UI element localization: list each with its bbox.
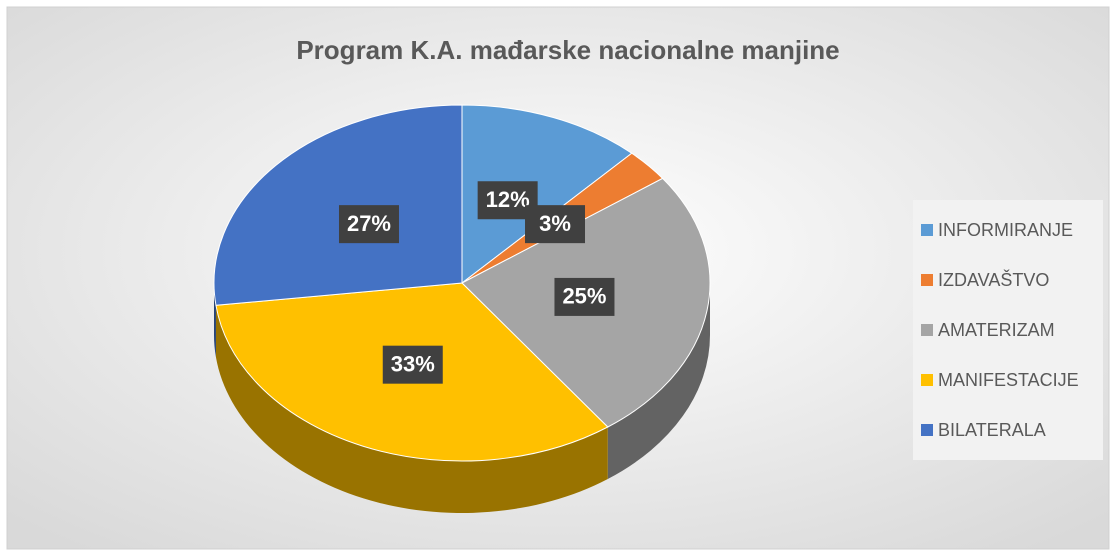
data-label-box: [382, 345, 443, 384]
slice: [461, 104, 633, 285]
legend-label: INFORMIRANJE: [938, 220, 1073, 240]
slice-side: [215, 305, 608, 513]
legend-label: MANIFESTACIJE: [938, 370, 1079, 390]
legend-swatch: [921, 224, 933, 236]
data-label: 25%: [562, 284, 606, 309]
data-label: 12%: [486, 187, 530, 212]
legend-label: AMATERIZAM: [938, 320, 1055, 340]
data-label: 3%: [539, 211, 571, 236]
slice: [213, 104, 463, 306]
legend-label: BILATERALA: [938, 420, 1046, 440]
legend-swatch: [921, 324, 933, 336]
data-label-box: [554, 277, 615, 316]
slice-side: [607, 283, 710, 480]
data-label: 33%: [391, 351, 435, 376]
legend-swatch: [921, 274, 933, 286]
legend-swatch: [921, 374, 933, 386]
chart-title: Program K.A. mađarske nacionalne manjine: [296, 35, 839, 65]
legend-label: IZDAVAŠTVO: [938, 269, 1049, 290]
legend-box: [913, 200, 1103, 460]
data-label-box: [338, 205, 399, 244]
data-label: 27%: [347, 211, 391, 236]
legend-swatch: [921, 424, 933, 436]
slice-side: [214, 283, 216, 358]
data-label-box: [525, 205, 586, 244]
